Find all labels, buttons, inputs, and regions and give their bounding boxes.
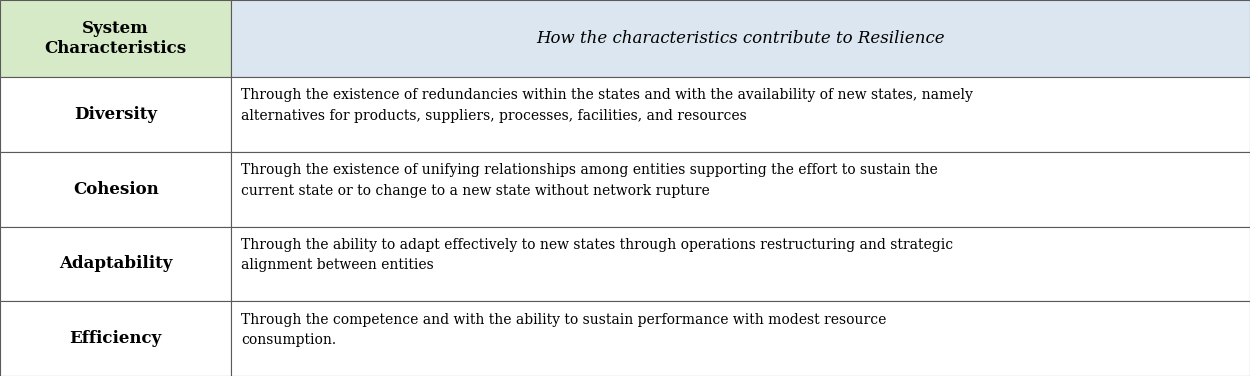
Text: Cohesion: Cohesion bbox=[72, 181, 159, 198]
Bar bbox=[231, 301, 1250, 376]
Text: Through the competence and with the ability to sustain performance with modest r: Through the competence and with the abil… bbox=[241, 312, 886, 347]
Bar bbox=[231, 226, 1250, 301]
Text: Efficiency: Efficiency bbox=[70, 330, 161, 347]
Text: Diversity: Diversity bbox=[74, 106, 158, 123]
Text: Through the ability to adapt effectively to new states through operations restru: Through the ability to adapt effectively… bbox=[241, 238, 954, 273]
Bar bbox=[0, 301, 231, 376]
Bar bbox=[0, 226, 231, 301]
Text: How the characteristics contribute to Resilience: How the characteristics contribute to Re… bbox=[536, 30, 945, 47]
Text: System
Characteristics: System Characteristics bbox=[45, 20, 186, 57]
Bar bbox=[0, 77, 231, 152]
Text: Adaptability: Adaptability bbox=[59, 255, 172, 272]
Bar bbox=[0, 152, 231, 226]
Bar bbox=[231, 0, 1250, 77]
Bar bbox=[231, 77, 1250, 152]
Text: Through the existence of unifying relationships among entities supporting the ef: Through the existence of unifying relati… bbox=[241, 163, 937, 198]
Bar bbox=[231, 152, 1250, 226]
Bar bbox=[0, 0, 231, 77]
Text: Through the existence of redundancies within the states and with the availabilit: Through the existence of redundancies wi… bbox=[241, 88, 974, 123]
